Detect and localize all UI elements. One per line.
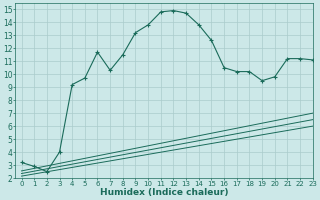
X-axis label: Humidex (Indice chaleur): Humidex (Indice chaleur) xyxy=(100,188,228,197)
